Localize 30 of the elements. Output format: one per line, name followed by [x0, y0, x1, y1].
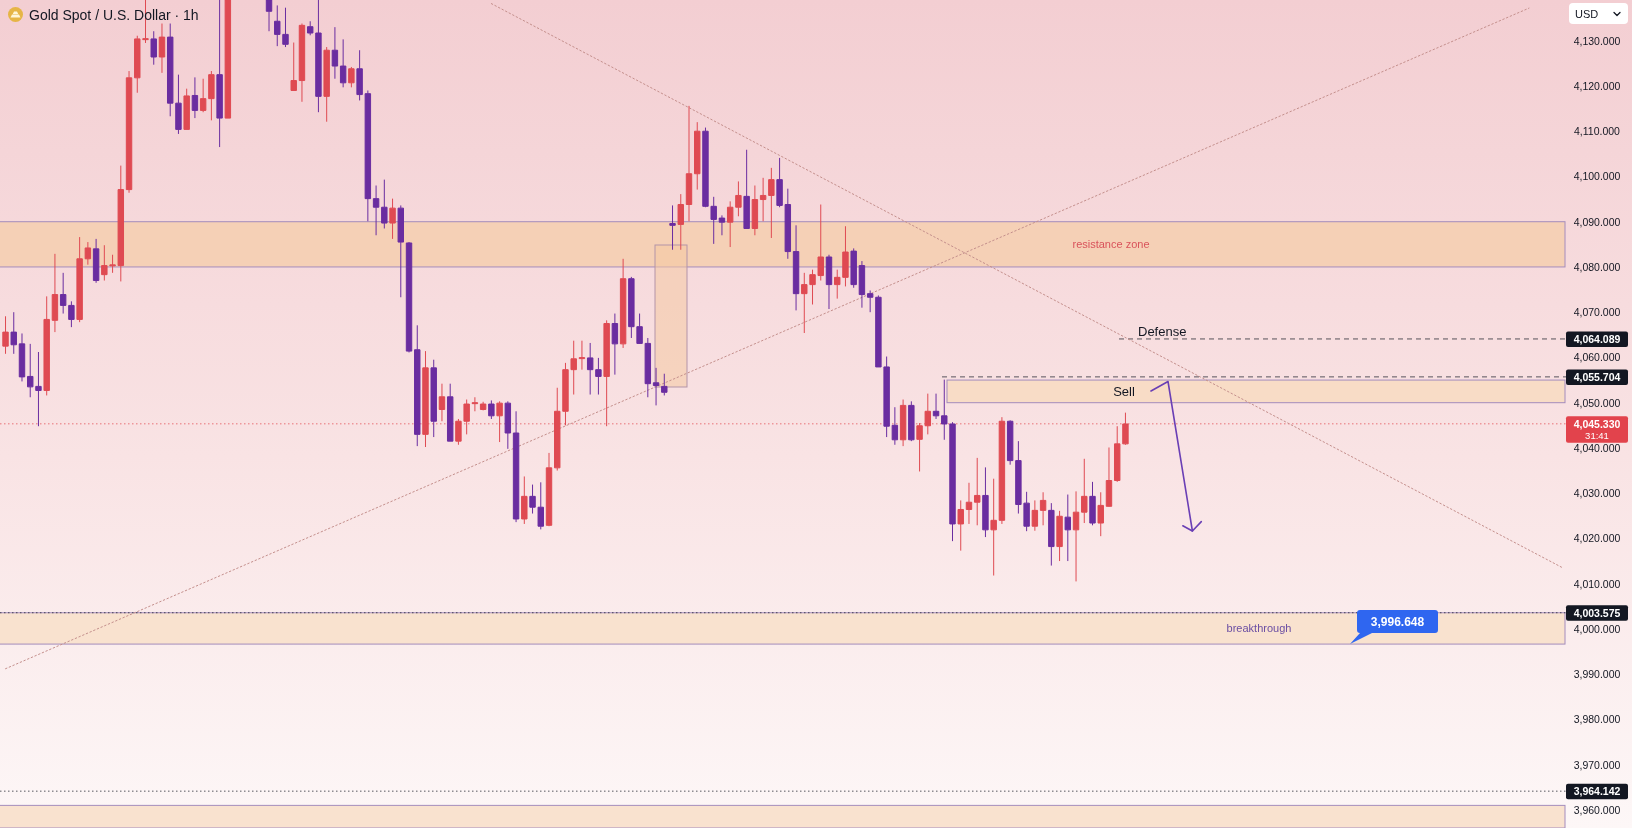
y-tick-label: 4,060.000 [1573, 351, 1621, 364]
annotation: Defense [1138, 323, 1187, 339]
y-tick-label: 4,110.000 [1574, 125, 1621, 138]
band-label: breakthrough [1226, 622, 1292, 635]
ref-line-label: 4,045.330 [1573, 417, 1621, 430]
y-tick-label: 3,980.000 [1573, 713, 1621, 726]
y-tick-label: 4,000.000 [1573, 622, 1621, 635]
y-tick-label: 4,020.000 [1573, 532, 1621, 545]
ref-line-label: 4,064.089 [1573, 332, 1621, 345]
y-tick-label: 4,040.000 [1573, 441, 1621, 454]
y-axis-title: USD [1575, 8, 1599, 20]
ref-line-label: 4,055.704 [1573, 370, 1621, 383]
band-label: resistance zone [1072, 238, 1150, 251]
y-tick-label: 4,090.000 [1573, 215, 1621, 228]
y-tick-label: 4,030.000 [1573, 487, 1621, 500]
band-label: Sell [1113, 383, 1135, 399]
y-tick-label: 3,970.000 [1573, 758, 1621, 771]
y-tick-label: 3,990.000 [1573, 668, 1621, 681]
text: 31:41 [1585, 430, 1609, 442]
y-tick-label: 4,050.000 [1573, 396, 1621, 409]
annotation: 3,996.648 [1370, 614, 1425, 629]
ref-line-label: 4,003.575 [1573, 606, 1621, 619]
y-tick-label: 4,130.000 [1573, 34, 1621, 47]
ref-line-label: 3,964.142 [1573, 785, 1621, 798]
y-tick-label: 4,070.000 [1573, 306, 1621, 319]
y-tick-label: 3,960.000 [1573, 803, 1621, 816]
y-tick-label: 4,120.000 [1573, 79, 1621, 92]
y-tick-label: 4,010.000 [1573, 577, 1621, 590]
y-tick-label: 4,100.000 [1573, 170, 1621, 183]
y-tick-label: 4,080.000 [1573, 260, 1621, 273]
